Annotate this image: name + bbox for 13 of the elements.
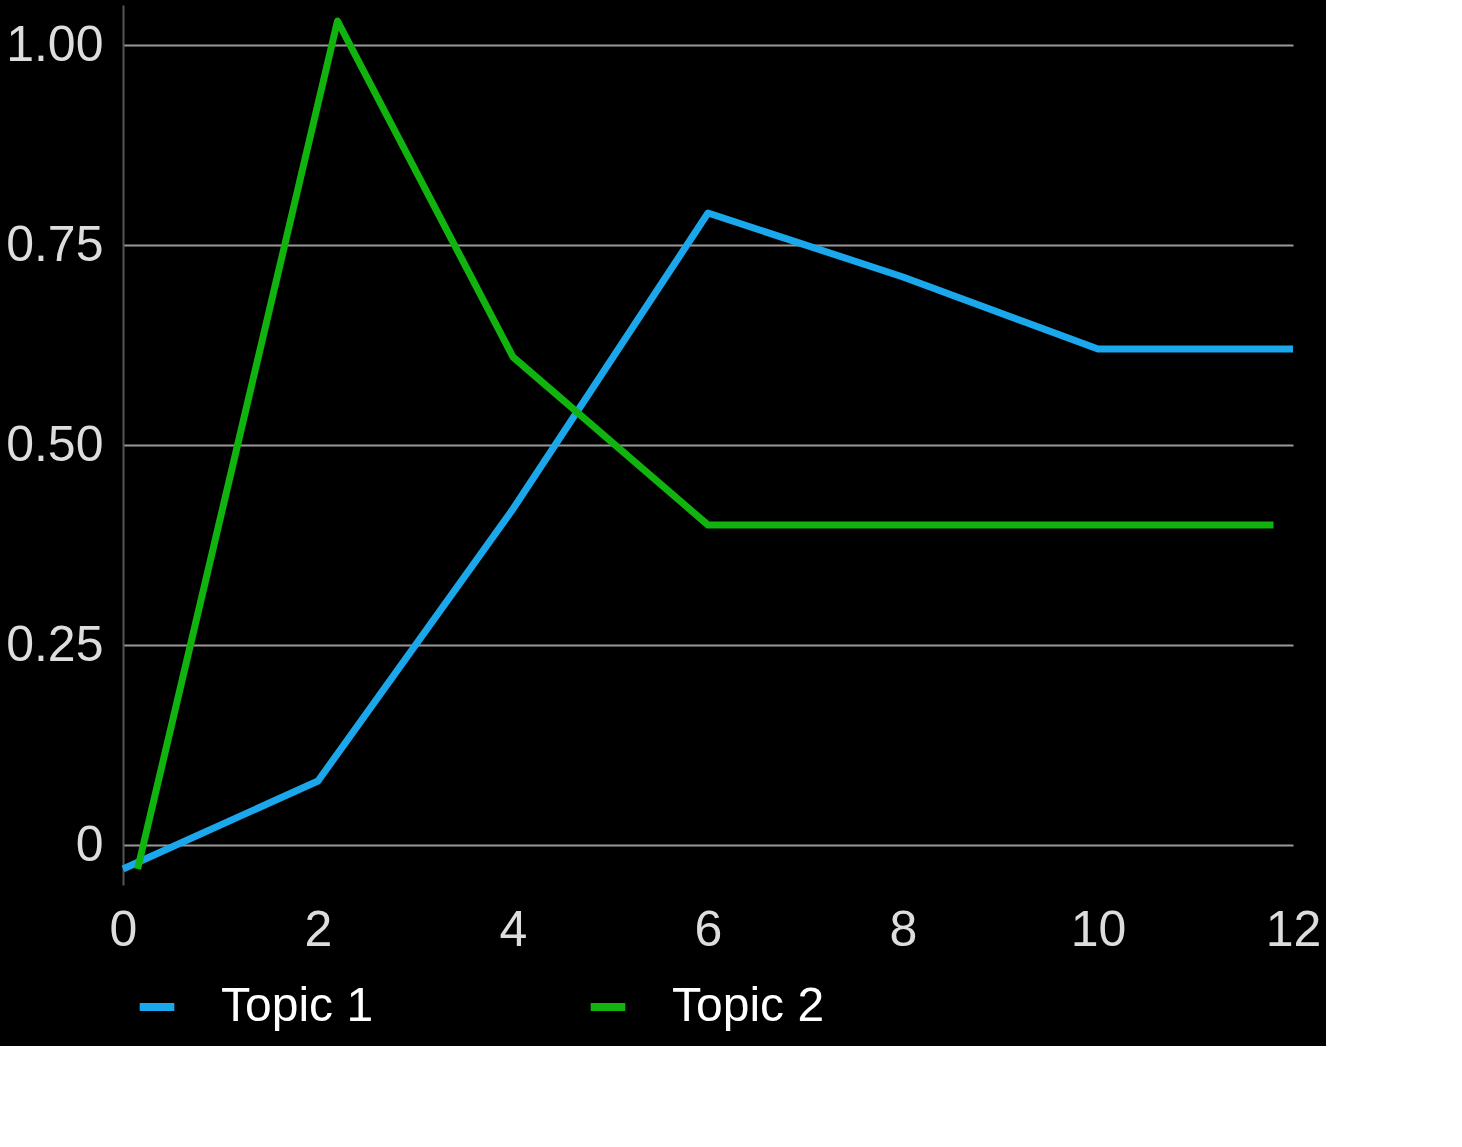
x-tick-label: 4 — [499, 900, 528, 957]
x-tick-label: 2 — [304, 900, 333, 957]
y-tick-label: 0.75 — [6, 215, 104, 272]
y-tick-label: 0 — [75, 815, 104, 872]
x-tick-label: 12 — [1265, 900, 1322, 957]
legend-label: Topic 1 — [221, 978, 374, 1031]
x-tick-label: 8 — [889, 900, 918, 957]
y-tick-label: 0.25 — [6, 615, 104, 672]
legend-label: Topic 2 — [672, 978, 825, 1031]
y-tick-label: 1.00 — [6, 15, 104, 72]
x-tick-label: 10 — [1070, 900, 1127, 957]
x-tick-label: 6 — [694, 900, 723, 957]
y-tick-label: 0.50 — [6, 415, 104, 472]
